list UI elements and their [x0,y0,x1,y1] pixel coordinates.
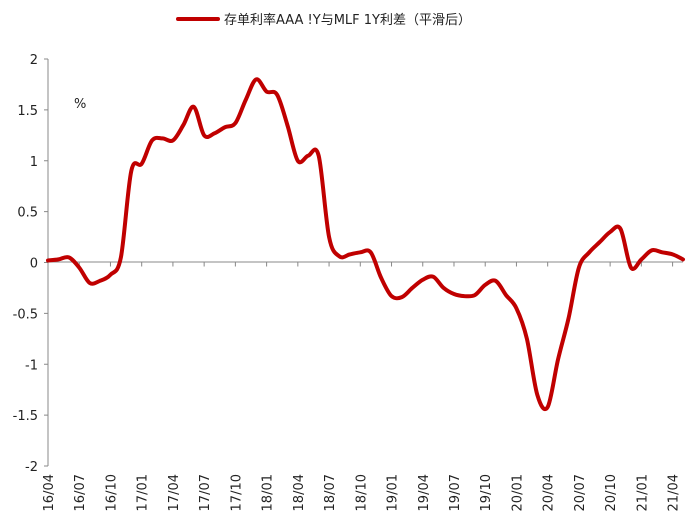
x-tick-label: 16/10 [104,474,119,511]
x-tick-label: 20/04 [542,474,557,511]
x-tick-label: 20/10 [604,474,619,511]
x-tick-label: 21/04 [667,474,682,511]
x-tick-label: 17/07 [198,474,213,511]
y-tick-label: -1.5 [13,409,38,424]
x-tick-label: 17/04 [167,474,182,511]
y-tick-label: 1 [30,155,38,170]
legend-label: 存单利率AAA !Y与MLF 1Y利差（平滑后） [224,12,471,28]
x-tick-label: 18/07 [323,474,338,511]
y-tick-label: 2 [30,53,38,68]
x-tick-label: 21/01 [635,474,650,511]
y-tick-label: -0.5 [13,307,38,322]
x-tick-label: 19/07 [448,474,463,511]
x-tick-label: 19/01 [386,474,401,511]
x-tick-label: 17/10 [229,474,244,511]
x-tick-label: 20/07 [573,474,588,511]
x-tick-label: 16/04 [42,474,57,511]
unit-label: % [74,97,86,112]
x-tick-label: 20/01 [510,474,525,511]
y-tick-label: -2 [25,460,38,475]
legend: 存单利率AAA !Y与MLF 1Y利差（平滑后） [176,12,471,28]
y-tick-label: 1.5 [17,104,38,119]
x-tick-label: 17/01 [136,474,151,511]
x-tick-label: 19/04 [417,474,432,511]
x-tick-label: 19/10 [479,474,494,511]
x-tick-label: 18/01 [261,474,276,511]
x-tick-label: 16/07 [73,474,88,511]
y-tick-label: 0.5 [17,206,38,221]
x-axis-ticks: 16/04 16/07 16/10 17/01 17/04 17/07 17/10 18/01… [42,262,682,511]
series-line [46,77,685,412]
y-tick-label: 0 [30,257,38,272]
y-tick-label: -1 [25,358,38,373]
y-axis-ticks: 2 1.5 1 0.5 0 -0.5 -1 -1.5 -2 [13,53,48,475]
x-tick-label: 18/04 [292,474,307,511]
x-tick-label: 18/10 [354,474,369,511]
